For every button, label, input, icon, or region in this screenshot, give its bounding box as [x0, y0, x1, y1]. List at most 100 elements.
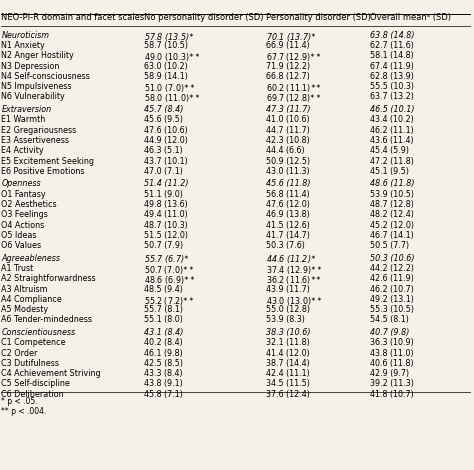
Text: 51.4 (11.2): 51.4 (11.2) — [145, 180, 189, 188]
Text: 42.5 (8.5): 42.5 (8.5) — [145, 359, 183, 368]
Text: 50.7 (7.9): 50.7 (7.9) — [145, 241, 183, 250]
Text: 40.6 (11.8): 40.6 (11.8) — [370, 359, 413, 368]
Text: 50.5 (7.7): 50.5 (7.7) — [370, 241, 409, 250]
Text: 39.2 (11.3): 39.2 (11.3) — [370, 379, 414, 388]
Text: 36.2 (11.6)$^{\ast\ast}$: 36.2 (11.6)$^{\ast\ast}$ — [266, 274, 322, 287]
Text: 42.9 (9.7): 42.9 (9.7) — [370, 369, 409, 378]
Text: 44.6 (11.2)$^{\ast}$: 44.6 (11.2)$^{\ast}$ — [266, 254, 317, 266]
Text: 50.3 (7.6): 50.3 (7.6) — [266, 241, 305, 250]
Text: 44.7 (11.7): 44.7 (11.7) — [266, 125, 310, 135]
Text: 47.0 (7.1): 47.0 (7.1) — [145, 167, 183, 176]
Text: 70.1 (13.7)$^{\ast}$: 70.1 (13.7)$^{\ast}$ — [266, 31, 317, 44]
Text: 48.6 (11.8): 48.6 (11.8) — [370, 180, 414, 188]
Text: 69.7 (12.8)$^{\ast\ast}$: 69.7 (12.8)$^{\ast\ast}$ — [266, 93, 322, 105]
Text: 45.6 (11.8): 45.6 (11.8) — [266, 180, 311, 188]
Text: N6 Vulnerability: N6 Vulnerability — [1, 93, 65, 102]
Text: E3 Assertiveness: E3 Assertiveness — [1, 136, 69, 145]
Text: 38.3 (10.6): 38.3 (10.6) — [266, 328, 311, 337]
Text: 37.6 (12.4): 37.6 (12.4) — [266, 390, 310, 399]
Text: 48.7 (10.3): 48.7 (10.3) — [145, 220, 188, 229]
Text: 38.7 (14.4): 38.7 (14.4) — [266, 359, 310, 368]
Text: E6 Positive Emotions: E6 Positive Emotions — [1, 167, 85, 176]
Text: 58.7 (10.5): 58.7 (10.5) — [145, 41, 189, 50]
Text: 45.2 (12.0): 45.2 (12.0) — [370, 220, 414, 229]
Text: 41.5 (12.6): 41.5 (12.6) — [266, 220, 310, 229]
Text: 63.0 (10.2): 63.0 (10.2) — [145, 62, 188, 70]
Text: C5 Self-discipline: C5 Self-discipline — [1, 379, 70, 388]
Text: 47.3 (11.7): 47.3 (11.7) — [266, 105, 311, 114]
Text: 57.8 (13.5)$^{\ast}$: 57.8 (13.5)$^{\ast}$ — [145, 31, 195, 44]
Text: 45.6 (9.5): 45.6 (9.5) — [145, 116, 183, 125]
Text: 50.3 (10.6): 50.3 (10.6) — [370, 254, 414, 263]
Text: 46.5 (10.1): 46.5 (10.1) — [370, 105, 414, 114]
Text: 45.4 (5.9): 45.4 (5.9) — [370, 146, 409, 155]
Text: 56.8 (11.4): 56.8 (11.4) — [266, 190, 310, 199]
Text: C6 Deliberation: C6 Deliberation — [1, 390, 64, 399]
Text: Extraversion: Extraversion — [1, 105, 52, 114]
Text: N5 Impulsiveness: N5 Impulsiveness — [1, 82, 72, 91]
Text: 44.2 (12.2): 44.2 (12.2) — [370, 264, 414, 273]
Text: A1 Trust: A1 Trust — [1, 264, 34, 273]
Text: C4 Achievement Striving: C4 Achievement Striving — [1, 369, 101, 378]
Text: 48.5 (9.4): 48.5 (9.4) — [145, 284, 183, 294]
Text: 45.7 (8.4): 45.7 (8.4) — [145, 105, 184, 114]
Text: 51.5 (12.0): 51.5 (12.0) — [145, 231, 189, 240]
Text: 55.5 (10.3): 55.5 (10.3) — [370, 82, 414, 91]
Text: 55.3 (10.5): 55.3 (10.5) — [370, 305, 414, 314]
Text: O3 Feelings: O3 Feelings — [1, 210, 48, 219]
Text: A3 Altruism: A3 Altruism — [1, 284, 48, 294]
Text: 62.8 (13.9): 62.8 (13.9) — [370, 72, 414, 81]
Text: 43.0 (13.0)$^{\ast\ast}$: 43.0 (13.0)$^{\ast\ast}$ — [266, 295, 323, 307]
Text: 43.8 (9.1): 43.8 (9.1) — [145, 379, 183, 388]
Text: E2 Gregariousness: E2 Gregariousness — [1, 125, 77, 135]
Text: 40.2 (8.4): 40.2 (8.4) — [145, 338, 183, 347]
Text: 48.2 (12.4): 48.2 (12.4) — [370, 210, 414, 219]
Text: 42.4 (11.1): 42.4 (11.1) — [266, 369, 310, 378]
Text: 55.1 (8.0): 55.1 (8.0) — [145, 315, 183, 324]
Text: 50.9 (12.5): 50.9 (12.5) — [266, 157, 310, 165]
Text: 48.7 (12.8): 48.7 (12.8) — [370, 200, 414, 209]
Text: Personality disorder (SD): Personality disorder (SD) — [266, 13, 371, 22]
Text: 58.9 (14.1): 58.9 (14.1) — [145, 72, 188, 81]
Text: 53.9 (8.3): 53.9 (8.3) — [266, 315, 305, 324]
Text: 47.6 (12.0): 47.6 (12.0) — [266, 200, 310, 209]
Text: 41.8 (10.7): 41.8 (10.7) — [370, 390, 413, 399]
Text: 47.2 (11.8): 47.2 (11.8) — [370, 157, 414, 165]
Text: Conscientiousness: Conscientiousness — [1, 328, 75, 337]
Text: 55.0 (12.8): 55.0 (12.8) — [266, 305, 310, 314]
Text: 66.8 (12.7): 66.8 (12.7) — [266, 72, 310, 81]
Text: 49.0 (10.3)$^{\ast\ast}$: 49.0 (10.3)$^{\ast\ast}$ — [145, 51, 201, 64]
Text: 53.9 (10.5): 53.9 (10.5) — [370, 190, 414, 199]
Text: 46.2 (10.7): 46.2 (10.7) — [370, 284, 414, 294]
Text: 63.8 (14.8): 63.8 (14.8) — [370, 31, 414, 40]
Text: O2 Aesthetics: O2 Aesthetics — [1, 200, 57, 209]
Text: 42.3 (10.8): 42.3 (10.8) — [266, 136, 310, 145]
Text: 46.1 (9.8): 46.1 (9.8) — [145, 349, 183, 358]
Text: O4 Actions: O4 Actions — [1, 220, 45, 229]
Text: 43.6 (11.4): 43.6 (11.4) — [370, 136, 413, 145]
Text: A5 Modesty: A5 Modesty — [1, 305, 48, 314]
Text: 62.7 (11.6): 62.7 (11.6) — [370, 41, 414, 50]
Text: 51.1 (9.0): 51.1 (9.0) — [145, 190, 183, 199]
Text: 43.3 (8.4): 43.3 (8.4) — [145, 369, 183, 378]
Text: 46.7 (14.1): 46.7 (14.1) — [370, 231, 413, 240]
Text: A4 Compliance: A4 Compliance — [1, 295, 62, 304]
Text: 55.2 (7.2)$^{\ast\ast}$: 55.2 (7.2)$^{\ast\ast}$ — [145, 295, 195, 307]
Text: 43.9 (11.7): 43.9 (11.7) — [266, 284, 310, 294]
Text: 67.7 (12.9)$^{\ast\ast}$: 67.7 (12.9)$^{\ast\ast}$ — [266, 51, 322, 64]
Text: N4 Self-consciousness: N4 Self-consciousness — [1, 72, 90, 81]
Text: A6 Tender-mindedness: A6 Tender-mindedness — [1, 315, 92, 324]
Text: 46.2 (11.1): 46.2 (11.1) — [370, 125, 413, 135]
Text: 67.4 (11.9): 67.4 (11.9) — [370, 62, 414, 70]
Text: E5 Excitement Seeking: E5 Excitement Seeking — [1, 157, 94, 165]
Text: Openness: Openness — [1, 180, 41, 188]
Text: 44.9 (12.0): 44.9 (12.0) — [145, 136, 188, 145]
Text: 49.4 (11.0): 49.4 (11.0) — [145, 210, 188, 219]
Text: No personality disorder (SD): No personality disorder (SD) — [145, 13, 264, 22]
Text: 43.4 (10.2): 43.4 (10.2) — [370, 116, 413, 125]
Text: E1 Warmth: E1 Warmth — [1, 116, 46, 125]
Text: N1 Anxiety: N1 Anxiety — [1, 41, 45, 50]
Text: 43.1 (8.4): 43.1 (8.4) — [145, 328, 184, 337]
Text: E4 Activity: E4 Activity — [1, 146, 44, 155]
Text: 37.4 (12.9)$^{\ast\ast}$: 37.4 (12.9)$^{\ast\ast}$ — [266, 264, 323, 277]
